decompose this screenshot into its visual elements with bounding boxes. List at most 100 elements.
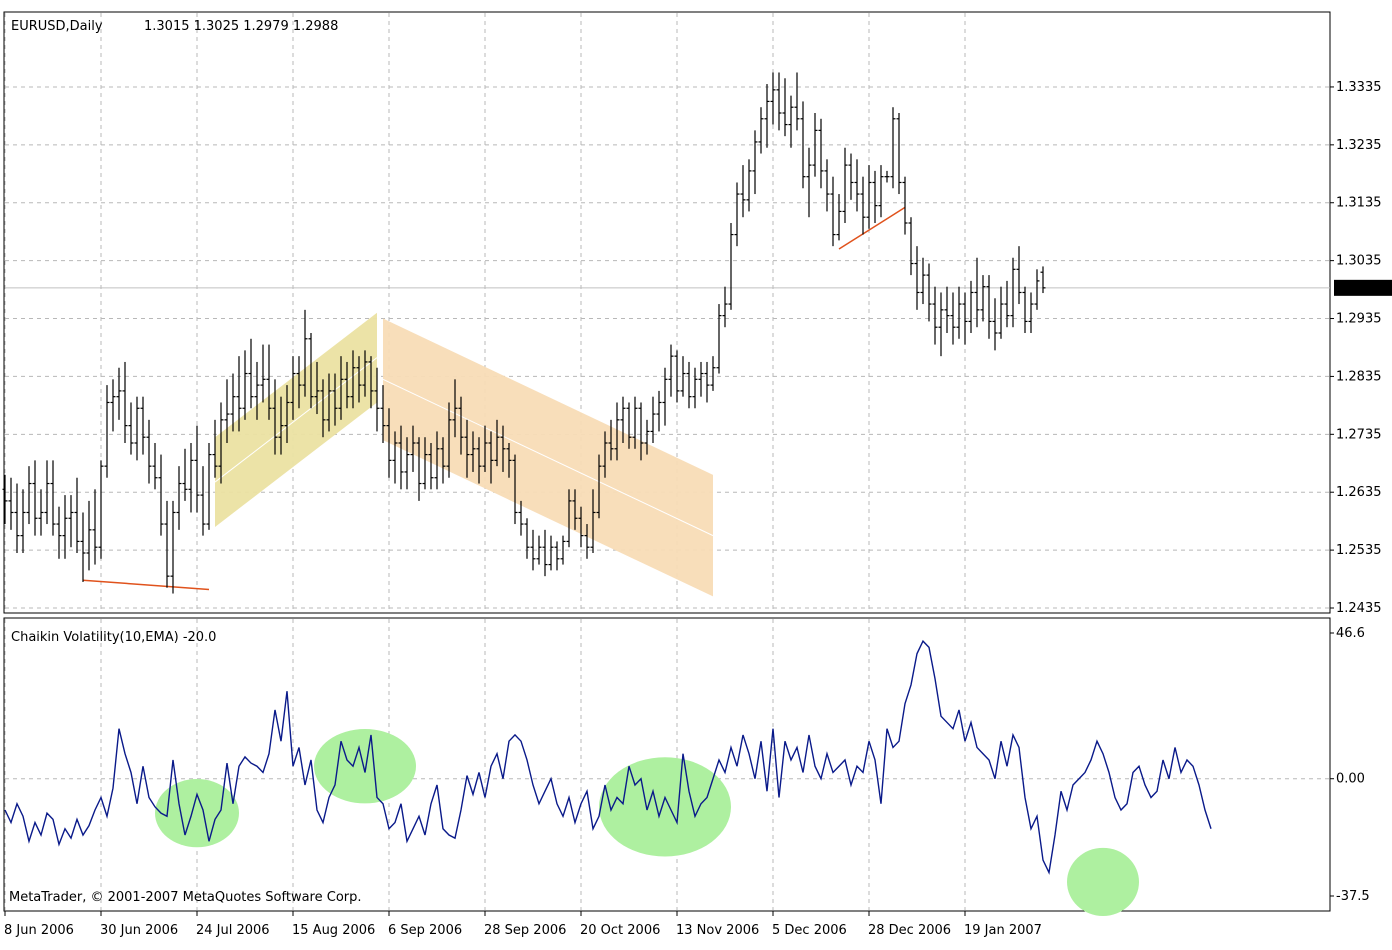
y-tick-label: 1.2435 <box>1336 601 1382 616</box>
ohlc-bar <box>788 95 794 148</box>
chaikin-volatility-line <box>4 639 1212 875</box>
current-price-label: 1.2988 <box>1336 282 1382 297</box>
ohlc-bar <box>284 385 290 443</box>
ohlc-bar <box>1010 257 1016 328</box>
ohlc-bar <box>602 431 608 478</box>
ohlc-bar <box>686 361 692 409</box>
ohlc-bar <box>740 165 746 218</box>
ohlc-bar <box>716 304 722 374</box>
ohlc-bar <box>236 356 242 432</box>
ohlc-bar <box>518 500 524 536</box>
ohlc-bar <box>74 477 80 553</box>
y-tick-label: 1.2535 <box>1336 543 1382 558</box>
ohlc-bar <box>656 390 662 432</box>
ind-y-tick-label: 46.6 <box>1336 626 1365 641</box>
ohlc-bar <box>650 396 656 443</box>
ohlc-bar <box>266 344 272 420</box>
ohlc-bar <box>998 286 1004 339</box>
ohlc-bar <box>746 159 752 212</box>
ohlc-bar <box>590 489 596 553</box>
ohlc-bar <box>398 425 404 490</box>
y-tick-label: 1.2735 <box>1336 427 1382 442</box>
ohlc-bar <box>14 483 20 553</box>
ohlc-bar <box>980 275 986 322</box>
ohlc-bar <box>86 500 92 571</box>
channel-midline <box>214 357 378 483</box>
ohlc-bar <box>272 379 278 455</box>
x-tick-label: 20 Oct 2006 <box>580 923 660 938</box>
ohlc-bar <box>662 367 668 426</box>
ohlc-bar <box>200 466 206 536</box>
current-price-badge <box>1334 279 1392 296</box>
ohlc-bar <box>446 402 452 478</box>
ohlc-bar <box>8 477 14 530</box>
ohlc-bar <box>770 72 776 125</box>
x-tick-label: 15 Aug 2006 <box>292 923 375 938</box>
ohlc-bar <box>896 113 902 195</box>
ohlc-bar <box>350 350 356 409</box>
ohlc-bar <box>806 147 812 218</box>
ohlc-bar <box>254 361 260 420</box>
grid-lines <box>4 13 1330 910</box>
ohlc-bar <box>92 489 98 565</box>
ohlc-bar <box>950 292 956 345</box>
x-tick-label: 28 Sep 2006 <box>484 923 566 938</box>
ohlc-bar <box>728 223 734 310</box>
ohlc-bar <box>116 367 122 420</box>
ohlc-bar <box>800 101 806 189</box>
ohlc-bar <box>278 396 284 455</box>
axis-labels: 1.3335 1.3235 1.3135 1.3035 1.2935 1.2835 1.27… <box>4 80 1392 938</box>
ohlc-bar <box>776 72 782 131</box>
ohlc-bar <box>680 356 686 397</box>
ohlc-bar <box>182 448 188 501</box>
ohlc-bar <box>698 361 704 397</box>
ohlc-bar <box>332 373 338 426</box>
ohlc-bar <box>620 396 626 443</box>
ohlc-bar <box>722 286 728 328</box>
ohlc-bar <box>914 246 920 310</box>
x-tick-label: 6 Sep 2006 <box>388 923 462 938</box>
ohlc-bar <box>872 170 878 223</box>
ohlc-bar <box>212 419 218 478</box>
ohlc-bar <box>218 402 224 484</box>
ohlc-bar <box>860 176 866 235</box>
ohlc-bar <box>836 194 842 241</box>
ind-y-tick-label: 0.00 <box>1336 772 1365 787</box>
ohlc-bar <box>44 460 50 525</box>
x-tick-label: 28 Dec 2006 <box>868 923 951 938</box>
ohlc-bar <box>362 350 368 397</box>
ohlc-bar <box>422 437 428 490</box>
y-tick-label: 1.3035 <box>1336 254 1382 269</box>
ohlc-bar <box>458 396 464 455</box>
ohlc-bar <box>134 396 140 461</box>
trendline <box>82 579 210 591</box>
ohlc-bar <box>512 454 518 525</box>
ohlc-bar <box>902 176 908 235</box>
ohlc-bar <box>110 379 116 432</box>
ohlc-bar <box>488 431 494 484</box>
ohlc-bar <box>932 286 938 345</box>
ohlc-bar <box>416 437 422 501</box>
ohlc-bar <box>194 425 200 513</box>
x-tick-label: 13 Nov 2006 <box>676 923 759 938</box>
ohlc-bar <box>584 524 590 559</box>
ohlc-bar <box>380 385 386 443</box>
x-tick-label: 19 Jan 2007 <box>964 923 1042 938</box>
y-tick-label: 1.2835 <box>1336 369 1382 384</box>
ohlc-bar <box>968 280 974 333</box>
y-tick-label: 1.3135 <box>1336 196 1382 211</box>
ohlc-bar <box>500 425 506 472</box>
ohlc-bar <box>764 84 770 148</box>
ohlc-bar <box>224 379 230 443</box>
y-tick-label: 1.3335 <box>1336 80 1382 95</box>
ohlc-bar <box>230 373 236 432</box>
ohlc-bar <box>308 333 314 409</box>
ohlc-bar <box>818 118 824 189</box>
ohlc-bar <box>68 495 74 548</box>
ohlc-bar <box>368 356 374 409</box>
ohlc-bar <box>482 425 488 472</box>
y-tick-label: 1.2635 <box>1336 485 1382 500</box>
highlight-ellipse <box>314 729 416 804</box>
ohlc-bar <box>938 292 944 357</box>
ohlc-bar <box>554 541 560 571</box>
